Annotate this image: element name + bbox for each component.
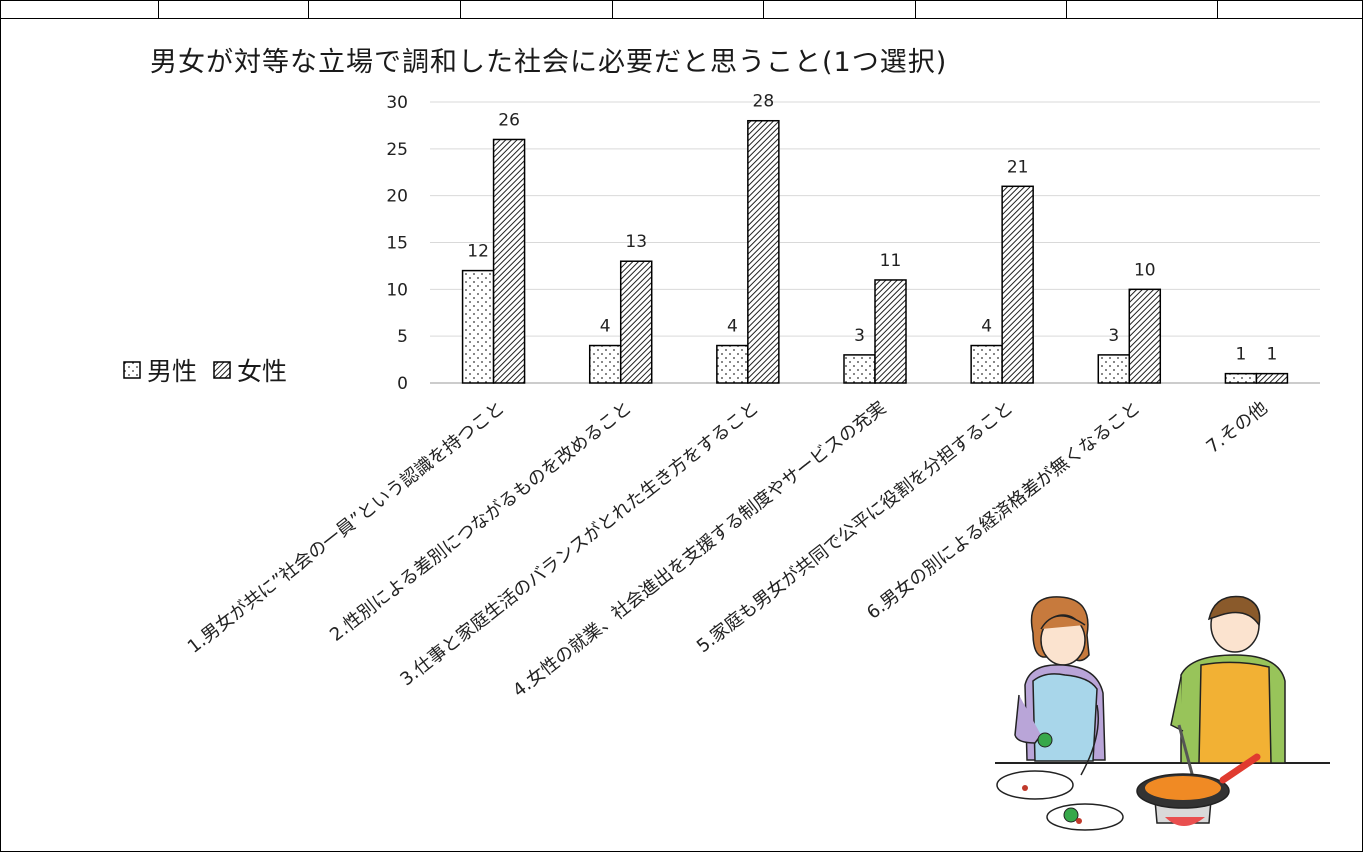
x-tick-label: 7.その他: [1202, 397, 1271, 457]
y-tick-label: 20: [386, 187, 408, 207]
bar-male-3: [716, 344, 749, 384]
data-label: 3: [1108, 326, 1119, 346]
bar-female-4: [874, 279, 907, 384]
data-label: 12: [467, 242, 489, 262]
data-label: 3: [854, 326, 865, 346]
y-tick-label: 0: [397, 374, 408, 394]
chart-title: 男女が対等な立場で調和した社会に必要だと思うこと(1つ選択): [150, 47, 948, 78]
bar-male-7: [1224, 372, 1258, 384]
y-tick-label: 30: [386, 93, 408, 113]
legend: 男性 女性: [123, 352, 303, 388]
bar-male-6: [1097, 354, 1131, 384]
data-label: 4: [600, 317, 611, 337]
bar-male-5: [970, 344, 1003, 384]
bar-female-7: [1255, 372, 1289, 384]
y-tick-label: 15: [386, 234, 408, 254]
legend-label-male: 男性: [147, 357, 198, 386]
bar-female-1: [492, 138, 526, 384]
data-label: 28: [753, 92, 775, 112]
y-tick-label: 25: [386, 140, 408, 160]
data-label: 10: [1134, 260, 1156, 280]
bar-female-5: [1001, 185, 1034, 384]
data-label: 1: [1267, 345, 1278, 365]
bar-female-3: [747, 119, 780, 384]
y-tick-label: 10: [386, 280, 408, 300]
legend-swatch-female: [213, 361, 231, 379]
data-label: 1: [1236, 345, 1247, 365]
bar-female-6: [1128, 288, 1162, 384]
data-label: 4: [981, 317, 992, 337]
data-label: 21: [1007, 157, 1029, 177]
couple-cooking-illustration: [995, 595, 1330, 831]
legend-label-female: 女性: [237, 357, 288, 386]
top-ruler: [0, 0, 1363, 19]
data-label: 26: [498, 110, 520, 130]
bar-male-1: [461, 269, 495, 384]
bar-female-2: [619, 260, 653, 384]
legend-swatch-male: [123, 361, 141, 379]
data-label: 13: [625, 232, 647, 252]
bar-male-2: [588, 344, 622, 384]
data-label: 11: [880, 251, 902, 271]
data-label: 4: [727, 317, 738, 337]
y-tick-label: 5: [397, 327, 408, 347]
bar-male-4: [843, 354, 876, 384]
